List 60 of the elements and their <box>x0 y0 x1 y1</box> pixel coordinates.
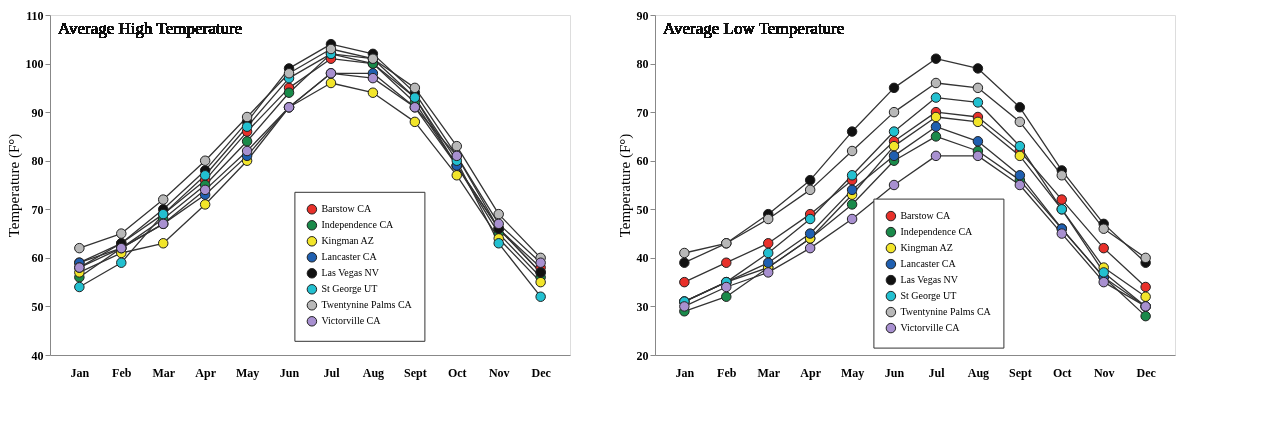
y-tick-label: 30 <box>636 299 649 314</box>
y-tick-label: 60 <box>636 154 649 169</box>
x-tick-label: Aug <box>967 365 990 380</box>
y-tick-label: 70 <box>636 105 649 120</box>
y-tick-label: 100 <box>25 57 44 72</box>
x-tick-label: Feb <box>717 365 737 380</box>
x-tick-label: Apr <box>195 365 217 380</box>
legend-label: Kingman AZ <box>321 235 374 247</box>
x-tick-label: Jan <box>675 365 695 380</box>
x-tick-label: Jul <box>323 365 341 380</box>
x-tick-label: Sept <box>404 365 427 380</box>
legend-label: Twentynine Palms CA <box>900 306 992 318</box>
y-tick-label: 40 <box>636 251 649 266</box>
x-tick-label: May <box>840 365 865 380</box>
chart-title: Average High Temperature <box>58 19 243 38</box>
y-tick-label: 70 <box>31 202 44 217</box>
legend-label: St George UT <box>321 283 378 295</box>
legend-label: Barstow CA <box>321 203 372 215</box>
chart-title: Average Low Temperature <box>663 19 845 38</box>
y-tick-label: 50 <box>636 202 649 217</box>
legend-label: Twentynine Palms CA <box>321 299 413 311</box>
y-tick-label: 90 <box>31 105 44 120</box>
legend-label: Kingman AZ <box>900 242 953 254</box>
x-tick-label: Dec <box>1136 365 1157 380</box>
legend-label: St George UT <box>900 290 957 302</box>
legend-label: Barstow CA <box>900 210 951 222</box>
legend-label: Independence CA <box>321 219 395 231</box>
y-tick-label: 90 <box>636 8 649 23</box>
legend-label: Independence CA <box>900 226 974 238</box>
x-tick-label: Nov <box>488 365 510 380</box>
x-tick-label: Aug <box>362 365 385 380</box>
x-tick-label: May <box>235 365 260 380</box>
y-tick-label: 110 <box>26 8 44 23</box>
x-tick-label: Mar <box>757 365 781 380</box>
x-tick-label: Oct <box>447 365 467 380</box>
x-tick-label: Jan <box>70 365 90 380</box>
y-tick-label: 40 <box>31 348 44 363</box>
legend-label: Lancaster CA <box>900 258 957 270</box>
x-tick-label: Sept <box>1009 365 1032 380</box>
y-tick-label: 50 <box>31 299 44 314</box>
legend-label: Las Vegas NV <box>321 267 380 279</box>
x-tick-label: Feb <box>112 365 132 380</box>
x-tick-label: Dec <box>531 365 552 380</box>
legend-label: Lancaster CA <box>321 251 378 263</box>
x-tick-label: Jul <box>928 365 946 380</box>
y-axis-title: Temperature (F°) <box>616 133 634 238</box>
legend-label: Victorville CA <box>321 315 382 327</box>
legend-label: Victorville CA <box>900 322 961 334</box>
x-tick-label: Jun <box>279 365 300 380</box>
y-axis-title: Temperature (F°) <box>5 133 23 238</box>
y-tick-label: 60 <box>31 251 44 266</box>
x-tick-label: Mar <box>152 365 176 380</box>
x-tick-label: Oct <box>1052 365 1072 380</box>
x-tick-label: Apr <box>800 365 822 380</box>
x-tick-label: Jun <box>884 365 905 380</box>
y-tick-label: 20 <box>636 348 649 363</box>
x-tick-label: Nov <box>1093 365 1115 380</box>
y-tick-label: 80 <box>31 154 44 169</box>
y-tick-label: 80 <box>636 57 649 72</box>
legend-label: Las Vegas NV <box>900 274 959 286</box>
